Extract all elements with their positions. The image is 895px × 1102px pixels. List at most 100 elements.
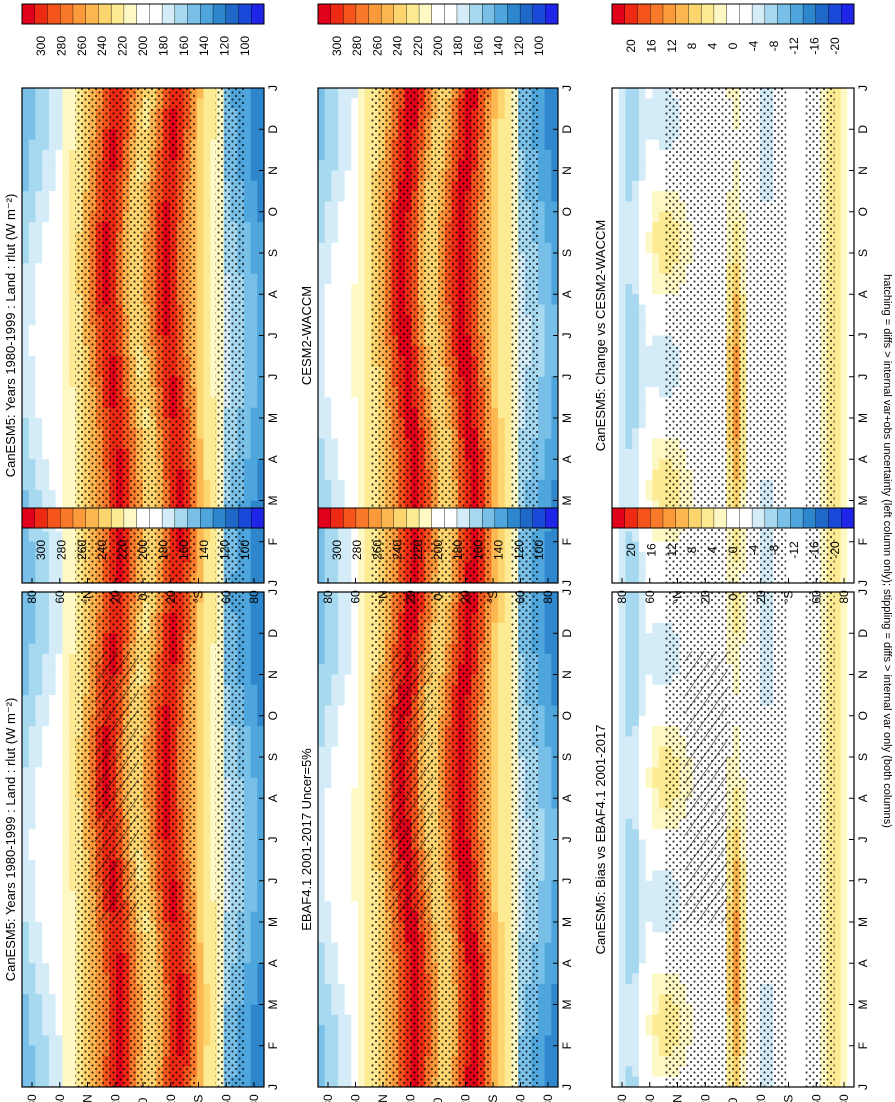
heatmap-cell [48, 777, 57, 789]
heatmap-cell [196, 180, 204, 192]
heatmap-cell [257, 387, 265, 398]
heatmap-cell [250, 983, 258, 995]
heatmap-cell [55, 684, 63, 696]
heatmap-cell [62, 304, 70, 316]
heatmap-cell [203, 880, 211, 892]
heatmap-cell [344, 922, 352, 933]
y-tick-label: 20 [108, 590, 122, 604]
heatmap-cell [344, 860, 352, 871]
heatmap-cell [62, 880, 70, 892]
heatmap-cell [344, 726, 352, 737]
heatmap-cell [48, 562, 57, 574]
heatmap-cell [35, 500, 43, 512]
heatmap-cell [22, 469, 30, 481]
heatmap-cell [28, 438, 36, 450]
heatmap-cell [35, 283, 43, 295]
heatmap-cell [504, 622, 512, 634]
heatmap-cell [210, 726, 218, 737]
heatmap-cell [243, 88, 251, 99]
heatmap-cell [28, 1066, 36, 1078]
heatmap-cell [257, 1076, 265, 1088]
heatmap-cell [203, 448, 211, 460]
heatmap-cell [69, 118, 77, 130]
heatmap-cell [62, 736, 70, 748]
heatmap-cell [544, 612, 552, 624]
heatmap-cell [210, 705, 218, 717]
heatmap-cell [22, 592, 30, 603]
heatmap-cell [491, 726, 499, 737]
heatmap-cell [22, 242, 30, 254]
heatmap-cell [257, 860, 265, 871]
heatmap-cell [210, 1035, 218, 1047]
heatmap-cell [28, 684, 36, 696]
heatmap-cell [243, 653, 251, 665]
heatmap-cell [250, 170, 258, 182]
heatmap-cell [22, 1066, 30, 1078]
heatmap-cell [55, 777, 63, 789]
heatmap-cell [196, 500, 204, 512]
heatmap-cell [69, 901, 77, 913]
heatmap-cell [22, 715, 30, 727]
heatmap-cell [62, 418, 70, 429]
heatmap-cell [318, 952, 326, 964]
heatmap-cell [48, 180, 57, 192]
heatmap-cell [210, 531, 218, 543]
heatmap-cell [551, 684, 559, 696]
heatmap-cell [28, 428, 36, 440]
y-tick-label: 0 [136, 1097, 150, 1102]
heatmap-cell [203, 170, 211, 182]
heatmap-cell [22, 860, 30, 871]
heatmap-cell [318, 653, 326, 665]
heatmap-cell [364, 849, 372, 861]
heatmap-cell [331, 911, 339, 923]
heatmap-cell [250, 397, 258, 409]
heatmap-cell [324, 818, 332, 830]
heatmap-cell [250, 418, 258, 429]
heatmap-cell [203, 808, 211, 820]
heatmap-cell [22, 1035, 30, 1047]
heatmap-cell [55, 1014, 63, 1026]
panel-title: CanESM5: Years 1980-1999 : Land : rlut (… [3, 698, 18, 982]
heatmap-cell [48, 572, 57, 584]
heatmap-cell [257, 118, 265, 130]
heatmap-cell [203, 531, 211, 543]
heatmap-cell [210, 963, 218, 974]
heatmap-cell [35, 664, 43, 675]
heatmap-cell [55, 428, 63, 440]
heatmap-cell [331, 932, 339, 944]
heatmap-cell [28, 602, 36, 614]
heatmap-cell [35, 180, 43, 192]
heatmap-cell [203, 479, 211, 491]
heatmap-cell [331, 664, 339, 675]
heatmap-cell [538, 736, 546, 748]
heatmap-cell [331, 633, 339, 644]
heatmap-cell [55, 469, 63, 481]
heatmap-cell [257, 1025, 265, 1036]
heatmap-cell [203, 911, 211, 923]
heatmap-cell [504, 983, 512, 995]
heatmap-cell [250, 880, 258, 892]
heatmap-cell [42, 684, 50, 696]
heatmap-cell [55, 653, 63, 665]
heatmap-cell [42, 118, 50, 130]
heatmap-cell [42, 242, 50, 254]
heatmap-cell [250, 602, 258, 614]
heatmap-cell [544, 798, 552, 809]
heatmap-cell [55, 932, 63, 944]
heatmap-cell [243, 273, 251, 285]
heatmap-cell [210, 562, 218, 574]
heatmap-cell [55, 860, 63, 871]
heatmap-cell [62, 222, 70, 233]
heatmap-cell [62, 746, 70, 758]
heatmap-cell [351, 901, 359, 913]
heatmap-cell [210, 633, 218, 644]
heatmap-cell [491, 880, 499, 892]
heatmap-cell [62, 366, 70, 378]
heatmap-cell [504, 870, 512, 882]
heatmap-cell [243, 612, 251, 624]
heatmap-cell [203, 746, 211, 758]
heatmap-cell [257, 356, 265, 367]
heatmap-cell [203, 222, 211, 233]
heatmap-cell [35, 242, 43, 254]
heatmap-cell [203, 469, 211, 481]
